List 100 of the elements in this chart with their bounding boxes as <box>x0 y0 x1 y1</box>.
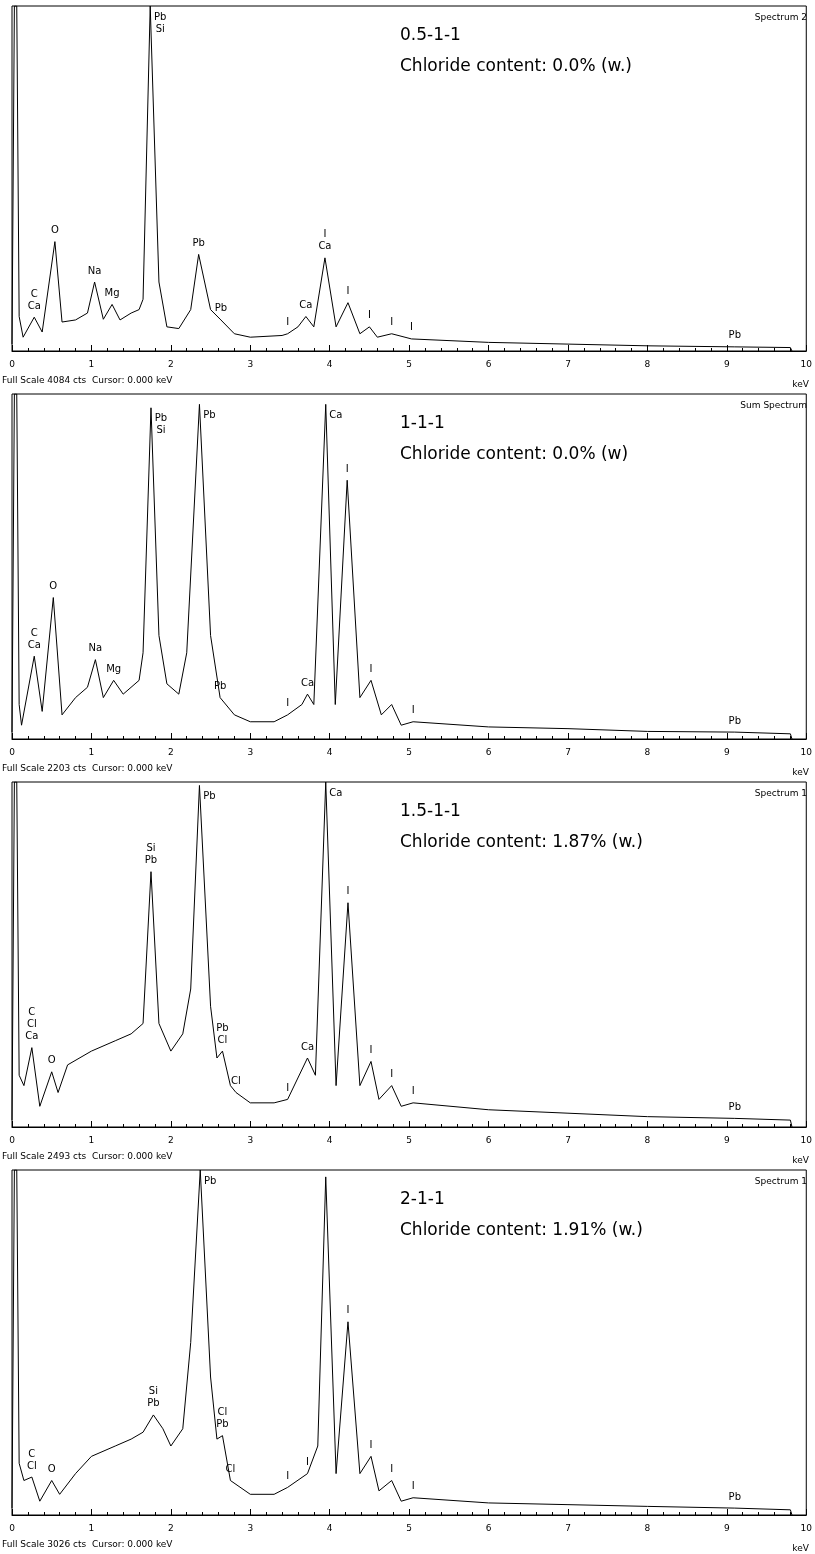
x-tick-label: 1 <box>88 746 95 757</box>
annotation: I <box>369 662 373 674</box>
x-tick-label: 2 <box>167 1522 174 1533</box>
annotation: Pb <box>214 302 228 314</box>
x-tick-label: 5 <box>406 1522 412 1533</box>
annotation: Pb <box>154 10 167 22</box>
annotation: Ca <box>318 240 332 252</box>
annotation: Pb <box>216 1021 229 1033</box>
annotation: Spectrum 2 <box>754 11 807 22</box>
annotation: I <box>346 1304 350 1316</box>
x-tick-label: 0 <box>9 746 16 757</box>
x-tick-label: 8 <box>644 1522 651 1533</box>
annotation: Pb <box>144 854 158 866</box>
text: 1.5-1-1 <box>400 799 461 820</box>
text: Full Scale 4084 cts Cursor: 0.000 keV <box>2 374 174 385</box>
annotation: I <box>345 462 349 474</box>
text: 2-1-1 <box>400 1187 445 1208</box>
annotation: I <box>390 1068 394 1080</box>
text: Full Scale 2493 cts Cursor: 0.000 keV <box>2 1150 174 1161</box>
annotation: C <box>30 287 38 299</box>
x-tick-label: 5 <box>406 746 412 757</box>
x-tick-label: 4 <box>326 746 333 757</box>
x-tick-label: 0 <box>9 358 16 369</box>
x-tick-label: 6 <box>485 1522 492 1533</box>
x-axis-title: keV <box>792 766 810 777</box>
annotation: Si <box>148 1385 158 1397</box>
annotation: Ca <box>27 299 41 311</box>
annotation: Spectrum 1 <box>754 1175 807 1186</box>
annotation: Pb <box>154 412 168 424</box>
x-tick-label: 8 <box>644 358 651 369</box>
x-tick-label: 8 <box>644 746 651 757</box>
text: Chloride content: 0.0% (w) <box>400 442 629 463</box>
annotation: I <box>286 1081 290 1093</box>
text: Chloride content: 0.0% (w.) <box>400 54 632 75</box>
annotation: Si <box>146 842 156 854</box>
x-tick-label: 4 <box>326 1522 333 1533</box>
text: Chloride content: 1.91% (w.) <box>400 1218 643 1239</box>
annotation: C <box>28 1006 36 1018</box>
annotation: Cl <box>26 1459 37 1471</box>
x-tick-label: 8 <box>644 1134 651 1145</box>
annotation: O <box>47 1463 56 1474</box>
annotation: I <box>411 704 415 716</box>
annotation: Cl <box>26 1018 37 1030</box>
annotation: I <box>346 285 350 297</box>
x-tick-label: 4 <box>326 358 333 369</box>
annotation: I <box>369 1043 373 1055</box>
annotation: Na <box>88 642 103 654</box>
annotation: Cl <box>217 1033 228 1045</box>
x-tick-label: 9 <box>723 746 730 757</box>
annotation: I <box>286 697 290 709</box>
annotation: I <box>411 1085 415 1097</box>
x-tick-label: 4 <box>326 1134 333 1145</box>
annotation: Ca <box>299 299 313 310</box>
x-tick-label: 10 <box>800 1522 813 1533</box>
annotation: Cl <box>231 1075 241 1086</box>
annotation: Ca <box>329 786 343 798</box>
x-tick-label: 3 <box>247 746 254 757</box>
x-axis-title: keV <box>792 1542 810 1553</box>
annotation: Mg <box>104 286 120 298</box>
annotation: I <box>305 1456 309 1468</box>
annotation: Mg <box>106 662 122 674</box>
text: 1-1-1 <box>400 411 445 432</box>
annotation: Pb <box>203 408 216 420</box>
annotation: I <box>390 1463 394 1474</box>
annotation: I <box>410 321 413 333</box>
x-tick-label: 3 <box>247 1522 254 1533</box>
text: Chloride content: 1.87% (w.) <box>400 830 643 851</box>
annotation: I <box>346 885 350 897</box>
annotation: I <box>286 316 290 328</box>
annotation: I <box>369 1438 373 1450</box>
annotation: Ca <box>300 676 315 688</box>
x-tick-label: 2 <box>167 358 174 369</box>
annotation: C <box>30 626 38 638</box>
annotation: O <box>49 580 58 592</box>
annotation: Pb <box>216 1418 229 1430</box>
x-tick-label: 7 <box>565 746 571 757</box>
annotation: Si <box>156 424 166 436</box>
x-tick-label: 2 <box>167 1134 174 1145</box>
x-tick-label: 10 <box>800 746 813 757</box>
x-tick-label: 3 <box>247 358 254 369</box>
annotation: Cl <box>217 1406 228 1418</box>
x-tick-label: 0 <box>9 1134 16 1145</box>
x-axis-title: keV <box>792 1154 810 1165</box>
x-tick-label: 7 <box>565 1134 571 1145</box>
x-tick-label: 9 <box>723 1522 730 1533</box>
x-tick-label: 10 <box>800 358 813 369</box>
annotation: Pb <box>192 236 205 248</box>
annotation: Ca <box>300 1040 315 1052</box>
x-tick-label: 1 <box>88 1522 95 1533</box>
x-tick-label: 5 <box>406 358 412 369</box>
annotation: Pb <box>147 1397 160 1409</box>
annotation: Pb <box>728 1100 741 1112</box>
annotation: Si <box>155 22 165 34</box>
annotation: I <box>323 228 327 240</box>
x-tick-label: 6 <box>485 746 492 757</box>
annotation: O <box>47 1054 56 1066</box>
annotation: Pb <box>204 1174 217 1186</box>
annotation: I <box>367 309 371 321</box>
text: 0.5-1-1 <box>400 23 461 44</box>
x-axis-title: keV <box>792 378 810 389</box>
